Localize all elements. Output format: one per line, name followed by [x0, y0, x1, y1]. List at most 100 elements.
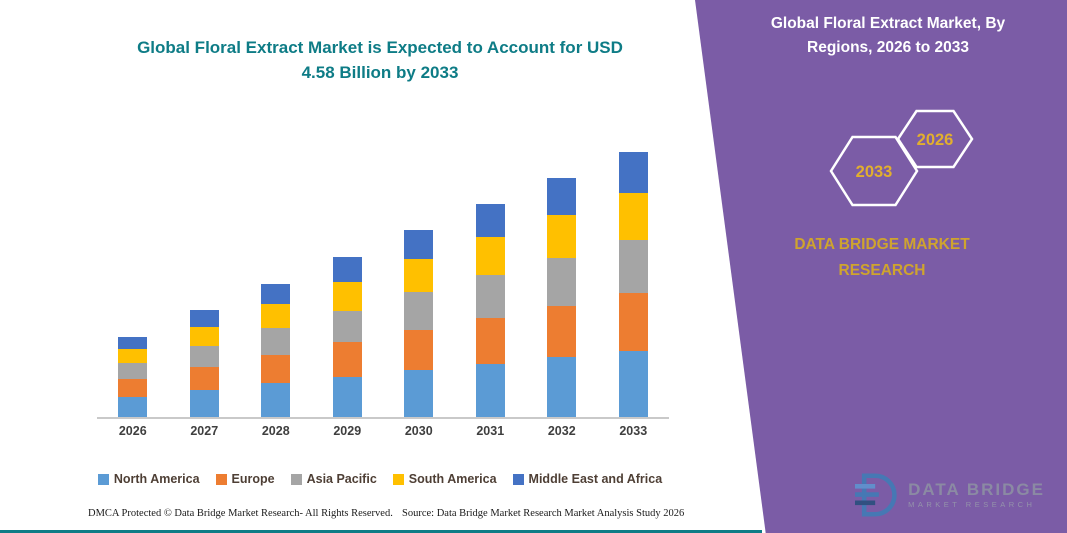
stacked-bar [475, 203, 505, 417]
bar-segment [189, 326, 219, 346]
bar-segment [118, 396, 148, 417]
bar-segment [332, 310, 362, 343]
x-axis-label: 2032 [547, 424, 576, 438]
bar-segment [618, 293, 648, 351]
bar-segment [618, 350, 648, 417]
data-bridge-logo: DATA BRIDGE MARKET RESEARCH [855, 473, 1045, 517]
bar-2029 [312, 132, 384, 417]
bar-segment [332, 377, 362, 417]
hexagon-2033 [829, 135, 919, 207]
bar-2033 [598, 132, 670, 417]
x-axis-label: 2031 [476, 424, 505, 438]
hex-year-2033: 2033 [856, 163, 893, 181]
legend-item: Asia Pacific [290, 472, 377, 486]
bar-segment [404, 329, 434, 371]
bar-segment [404, 292, 434, 330]
legend-item: Middle East and Africa [512, 472, 663, 486]
x-axis-label: 2033 [619, 424, 648, 438]
brand-line1: DATA BRIDGE MARKET [794, 236, 970, 253]
d-outline [861, 473, 897, 517]
bar-segment [118, 348, 148, 364]
bar-segment [404, 258, 434, 293]
brand-wordmark: DATA BRIDGE MARKET RESEARCH [742, 232, 1022, 283]
bar-segment [547, 306, 577, 358]
legend-label: South America [408, 472, 497, 486]
bar-segment [618, 192, 648, 241]
legend-swatch [215, 473, 227, 485]
bar-2030 [383, 132, 455, 417]
brand-line2: RESEARCH [838, 261, 926, 279]
logo-subtitle: MARKET RESEARCH [908, 500, 1036, 510]
d-bar-1 [855, 484, 876, 489]
bar-segment [261, 283, 291, 304]
legend-label: Middle East and Africa [528, 472, 663, 486]
bar-segment [261, 328, 291, 355]
bar-segment [261, 383, 291, 417]
panel-title: Global Floral Extract Market, By Regions… [737, 12, 1039, 60]
bar-segment [547, 258, 577, 307]
bar-2027 [169, 132, 241, 417]
legend-label: Europe [231, 472, 275, 486]
legend-swatch [512, 473, 524, 485]
bar-2032 [526, 132, 598, 417]
d-bar-2 [855, 492, 879, 497]
stacked-bar [618, 152, 648, 417]
source-note: Source: Data Bridge Market Research Mark… [402, 508, 685, 519]
bar-segment [261, 303, 291, 329]
stacked-bar [547, 178, 577, 417]
year-hexagons: 2033 2026 [829, 109, 974, 207]
bar-segment [189, 310, 219, 327]
legend-item: Europe [215, 472, 275, 486]
x-axis-label: 2026 [118, 424, 147, 438]
bar-segment [475, 275, 505, 319]
legend-label: North America [113, 472, 200, 486]
chart-panel: Global Floral Extract Market is Expected… [0, 36, 762, 533]
data-bridge-d-icon [855, 473, 897, 517]
stacked-bar-plot [97, 132, 669, 419]
bar-segment [189, 345, 219, 368]
bar-segment [475, 237, 505, 276]
bar-segment [189, 390, 219, 417]
legend-swatch [97, 473, 109, 485]
x-axis-label: 2030 [404, 424, 433, 438]
stacked-bar [404, 229, 434, 417]
bar-segment [475, 203, 505, 238]
chart-title: Global Floral Extract Market is Expected… [50, 36, 710, 85]
bar-segment [547, 178, 577, 216]
logo-name: DATA BRIDGE [908, 479, 1045, 499]
bar-segment [618, 240, 648, 294]
panel-title-line2: Regions, 2026 to 2033 [807, 39, 969, 57]
teal-bottom-rule [0, 530, 762, 533]
x-axis-label: 2029 [333, 424, 362, 438]
panel-title-line1: Global Floral Extract Market, By [770, 15, 1006, 32]
bar-segment [547, 357, 577, 417]
purple-side-panel [695, 0, 1067, 533]
logo-text: DATA BRIDGE MARKET RESEARCH [908, 480, 1045, 510]
x-axis-label: 2028 [261, 424, 290, 438]
stacked-bar [189, 310, 219, 417]
bar-segment [475, 318, 505, 364]
dmca-notice: DMCA Protected © Data Bridge Market Rese… [88, 508, 393, 519]
legend-item: North America [97, 472, 200, 486]
bar-segment [404, 229, 434, 259]
hexagon-2026 [896, 109, 974, 169]
bar-segment [189, 367, 219, 391]
bar-2028 [240, 132, 312, 417]
x-axis-labels: 2026 2027 2028 2029 2030 2031 2032 2033 [97, 424, 669, 438]
stacked-bar [332, 256, 362, 417]
bar-2031 [455, 132, 527, 417]
legend-swatch [392, 473, 404, 485]
chart-title-line1: Global Floral Extract Market is Expected… [137, 38, 623, 57]
bar-segment [261, 354, 291, 384]
legend-item: South America [392, 472, 497, 486]
bar-segment [475, 363, 505, 417]
legend-swatch [290, 473, 302, 485]
bar-segment [332, 342, 362, 378]
chart-title-line2: 4.58 Billion by 2033 [301, 62, 459, 82]
bar-2026 [97, 132, 169, 417]
bar-segment [118, 337, 148, 349]
bar-segment [404, 370, 434, 417]
stacked-bar [118, 337, 148, 417]
bar-segment [332, 281, 362, 311]
chart-legend: North America Europe Asia Pacific South Ame… [30, 472, 730, 486]
